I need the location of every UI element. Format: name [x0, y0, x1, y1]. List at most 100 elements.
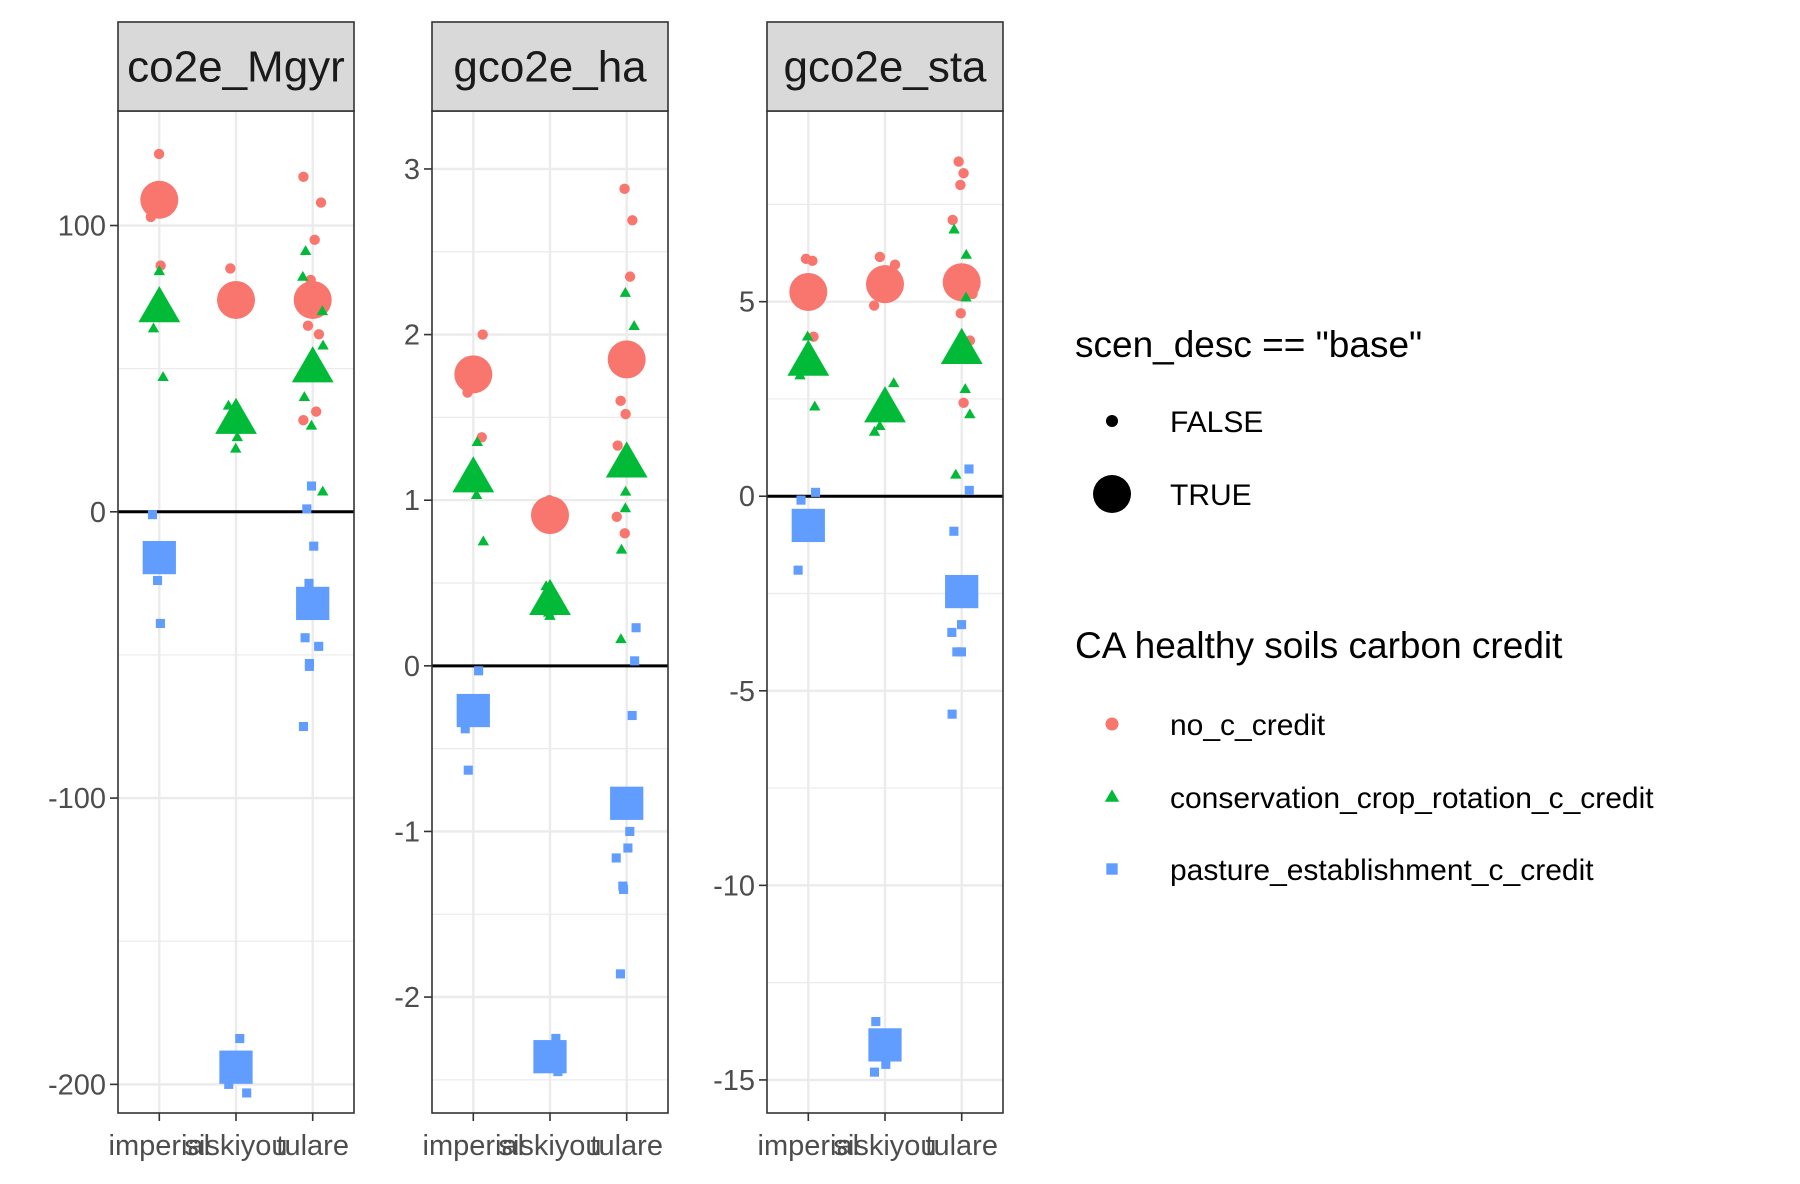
point-conservation-crop-rotation-c-credit [619, 502, 632, 513]
point-pasture-establishment-c-credit [625, 826, 635, 836]
color-legend-key-conservation-crop-rotation-c-credit [1104, 789, 1120, 802]
point-no-c-credit [955, 308, 966, 319]
points-layer [787, 156, 983, 1077]
point-conservation-crop-rotation-c-credit [959, 383, 971, 393]
facet-strip-label: gco2e_sta [783, 43, 987, 92]
x-tick-label: imperial [758, 1130, 860, 1162]
point-pasture-establishment-c-credit [627, 710, 637, 721]
point-pasture-establishment-c-credit [964, 464, 974, 474]
point-pasture-establishment-c-credit [871, 1017, 881, 1027]
points-layer [138, 148, 334, 1098]
point-no-c-credit [868, 300, 880, 311]
point-base-pasture-establishment-c-credit [791, 508, 825, 543]
point-conservation-crop-rotation-c-credit [157, 371, 169, 382]
point-conservation-crop-rotation-c-credit [948, 223, 960, 234]
point-pasture-establishment-c-credit [631, 623, 641, 633]
point-no-c-credit [477, 329, 488, 340]
point-pasture-establishment-c-credit [956, 647, 966, 657]
size-legend-title: scen_desc == "base" [1075, 324, 1422, 365]
point-base-pasture-establishment-c-credit [868, 1028, 902, 1062]
x-tick-label: siskiyou [833, 1130, 936, 1162]
point-base-pasture-establishment-c-credit [533, 1040, 567, 1074]
point-conservation-crop-rotation-c-credit [950, 468, 962, 479]
size-legend-label: FALSE [1170, 406, 1263, 439]
point-no-c-credit [298, 171, 309, 183]
point-no-c-credit [947, 214, 958, 226]
size-legend-key-large [1093, 475, 1131, 513]
y-tick-label: 0 [739, 481, 755, 513]
facet-strip-label: gco2e_ha [453, 43, 647, 92]
point-base-conservation-crop-rotation-c-credit [864, 386, 906, 423]
point-base-conservation-crop-rotation-c-credit [291, 346, 334, 383]
point-pasture-establishment-c-credit [304, 578, 314, 588]
point-conservation-crop-rotation-c-credit [615, 543, 628, 554]
point-base-no-c-credit [454, 355, 493, 394]
point-no-c-credit [619, 183, 630, 195]
point-base-conservation-crop-rotation-c-credit [940, 327, 983, 365]
point-no-c-credit [309, 234, 320, 246]
point-conservation-crop-rotation-c-credit [874, 420, 886, 430]
point-conservation-crop-rotation-c-credit [619, 287, 632, 297]
point-no-c-credit [620, 408, 631, 420]
point-no-c-credit [615, 395, 626, 407]
point-base-no-c-credit [217, 280, 255, 319]
color-legend-label: no_c_credit [1170, 709, 1326, 742]
point-no-c-credit [298, 414, 309, 426]
facet-strip-label: co2e_Mgyr [127, 43, 345, 92]
y-tick-label: -10 [713, 870, 755, 902]
points-layer [452, 183, 648, 1077]
point-pasture-establishment-c-credit [235, 1034, 245, 1044]
point-base-conservation-crop-rotation-c-credit [605, 441, 648, 478]
point-no-c-credit [953, 156, 964, 167]
point-conservation-crop-rotation-c-credit [153, 265, 165, 276]
point-conservation-crop-rotation-c-credit [887, 377, 900, 388]
point-pasture-establishment-c-credit [551, 1033, 561, 1044]
point-no-c-credit [315, 197, 327, 208]
point-conservation-crop-rotation-c-credit [628, 320, 640, 331]
point-base-pasture-establishment-c-credit [456, 693, 490, 728]
point-no-c-credit [153, 148, 165, 160]
x-tick-label: imperial [109, 1130, 211, 1162]
color-legend-label: pasture_establishment_c_credit [1170, 854, 1594, 887]
point-conservation-crop-rotation-c-credit [809, 400, 821, 411]
point-pasture-establishment-c-credit [302, 504, 312, 514]
point-conservation-crop-rotation-c-credit [964, 408, 976, 419]
point-pasture-establishment-c-credit [947, 709, 957, 719]
point-base-conservation-crop-rotation-c-credit [138, 286, 181, 323]
y-tick-label: -100 [48, 783, 106, 815]
point-pasture-establishment-c-credit [460, 724, 470, 734]
point-base-pasture-establishment-c-credit [610, 786, 644, 820]
point-pasture-establishment-c-credit [147, 510, 158, 520]
point-pasture-establishment-c-credit [793, 565, 803, 575]
x-tick-label: siskiyou [184, 1130, 287, 1162]
point-pasture-establishment-c-credit [869, 1067, 880, 1077]
legend: scen_desc == "base" FALSE TRUE CA healthy s… [1075, 324, 1654, 887]
point-base-no-c-credit [942, 263, 981, 302]
point-base-no-c-credit [607, 340, 646, 379]
point-conservation-crop-rotation-c-credit [297, 270, 309, 281]
panel-1: co2e_Mgyr -200 -100 0 100 imperialsiskiyoutul… [48, 21, 355, 1162]
point-conservation-crop-rotation-c-credit [305, 419, 318, 430]
y-tick-label: 1 [404, 485, 420, 517]
point-pasture-establishment-c-credit [152, 575, 163, 586]
point-no-c-credit [624, 271, 636, 282]
point-no-c-credit [612, 440, 623, 451]
point-pasture-establishment-c-credit [224, 1079, 234, 1089]
point-base-pasture-establishment-c-credit [296, 586, 330, 621]
point-no-c-credit [958, 397, 969, 409]
facet-strip [117, 21, 355, 112]
x-tick-label: tulare [276, 1130, 349, 1162]
point-conservation-crop-rotation-c-credit [619, 485, 632, 496]
y-tick-label: 3 [404, 154, 420, 186]
point-base-conservation-crop-rotation-c-credit [452, 456, 495, 493]
point-no-c-credit [807, 255, 818, 267]
point-no-c-credit [958, 168, 969, 179]
size-legend-key-small [1106, 415, 1118, 427]
point-pasture-establishment-c-credit [964, 485, 974, 495]
point-conservation-crop-rotation-c-credit [470, 489, 483, 499]
point-no-c-credit [313, 329, 325, 340]
point-pasture-establishment-c-credit [811, 487, 821, 497]
size-legend-label: TRUE [1170, 479, 1252, 512]
y-tick-label: -5 [729, 676, 755, 708]
